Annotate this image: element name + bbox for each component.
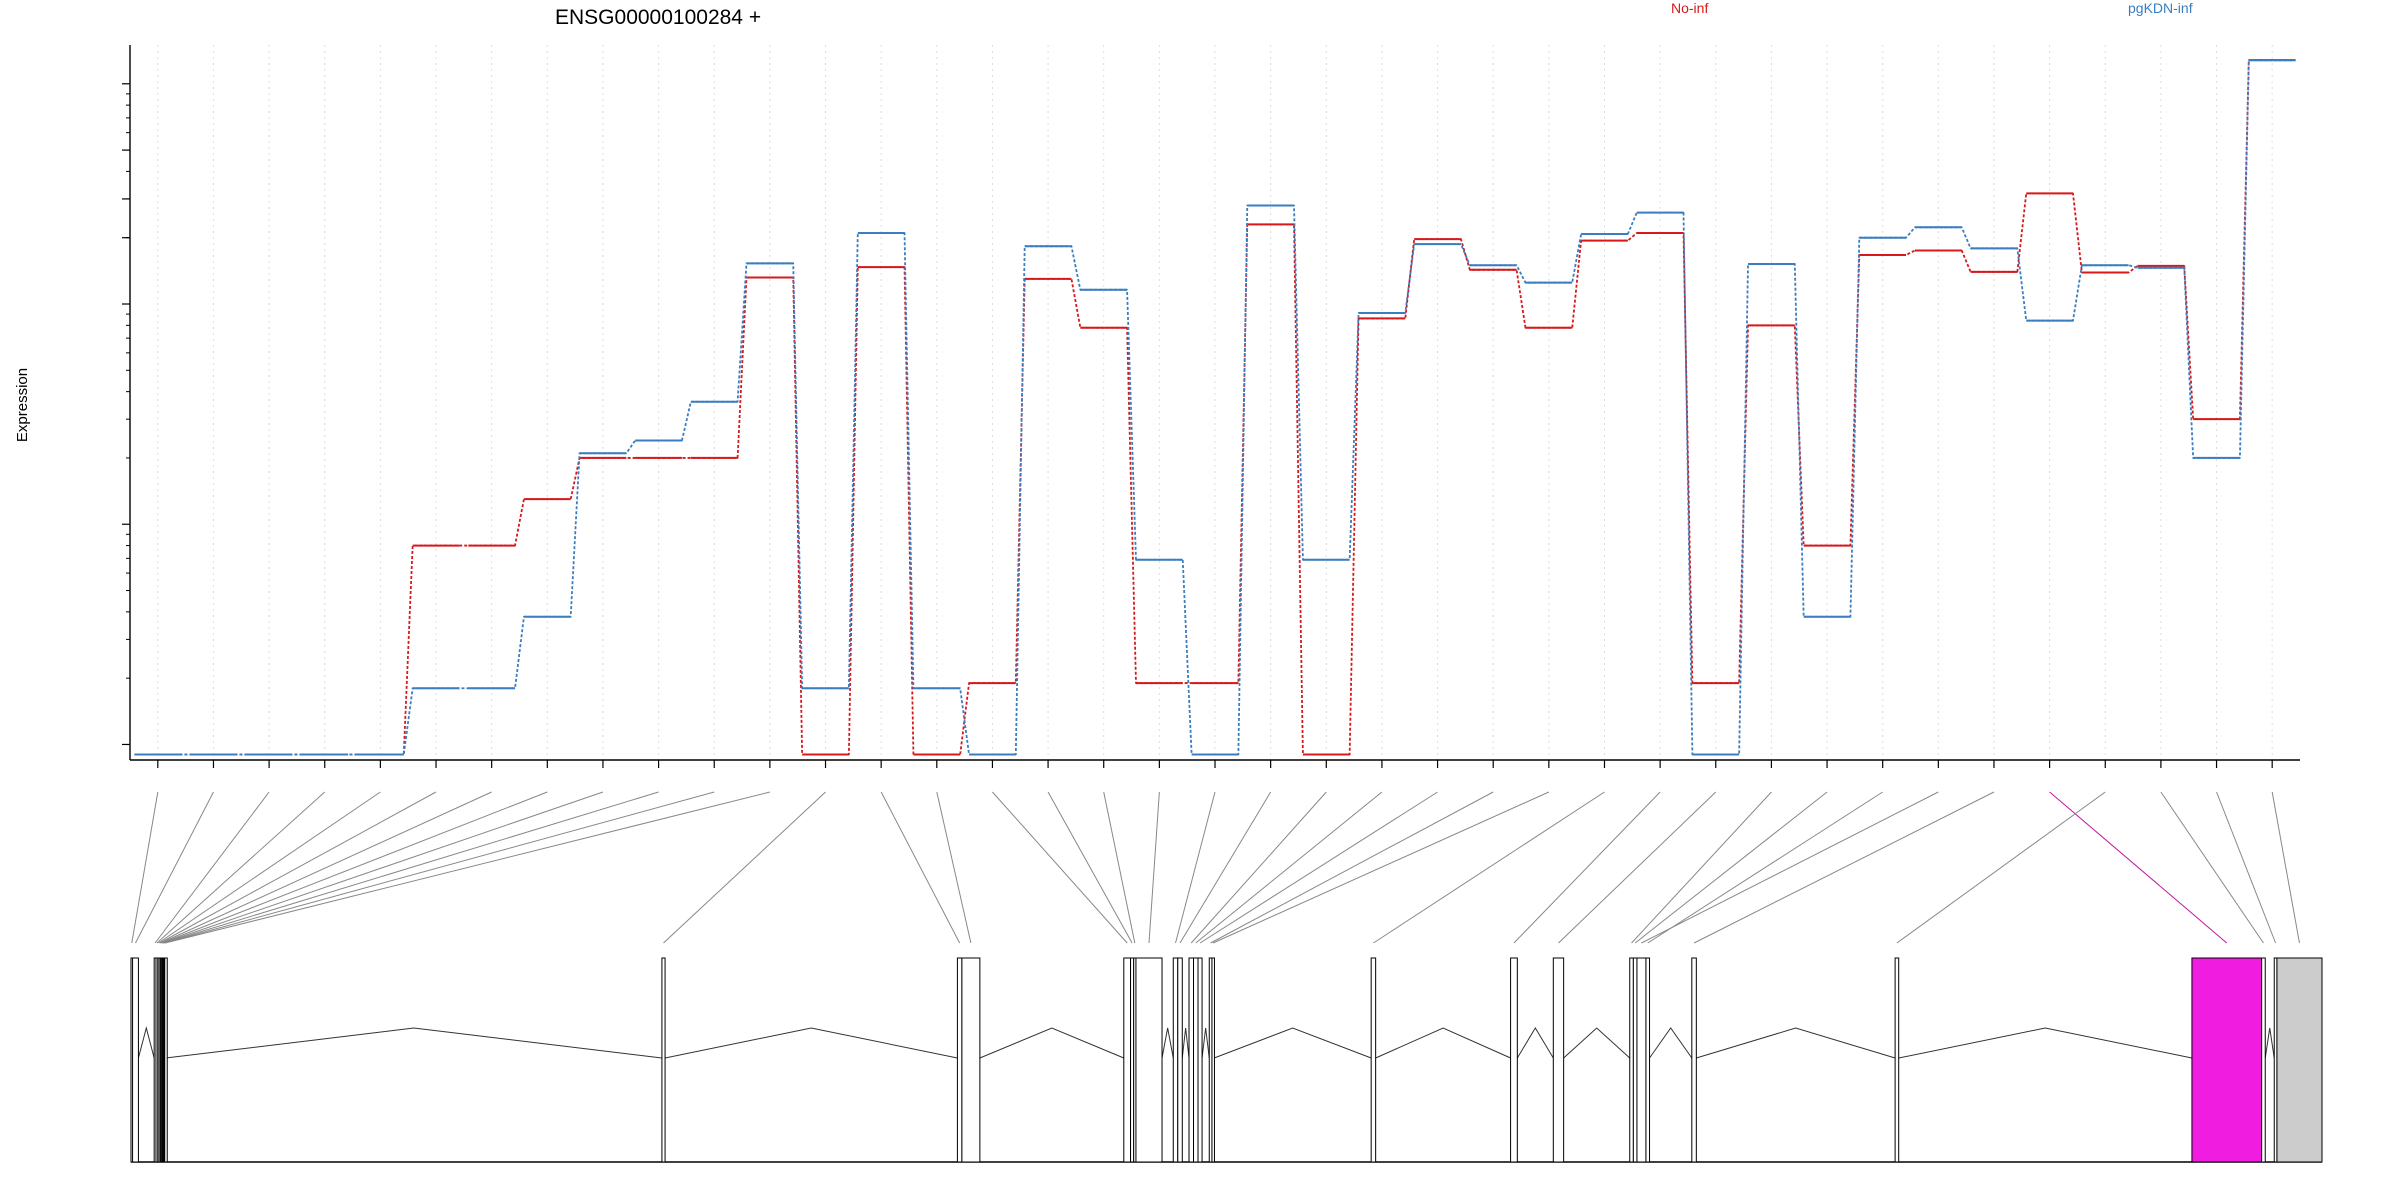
connector-E026 (1212, 791, 1550, 944)
intron-E037-E038 (2264, 1027, 2275, 1059)
intron-E034-E036 (1696, 1027, 1896, 1059)
intron-E026-E027 (1214, 1027, 1372, 1059)
intron-E028-E029 (1516, 1027, 1554, 1059)
connector-E018 (1103, 791, 1136, 944)
connector-E033 (1641, 791, 1939, 944)
connector-E021 (1179, 791, 1272, 944)
connector-E032 (1647, 791, 1883, 944)
connector-E002 (135, 791, 214, 944)
connector-E038 (2216, 791, 2277, 944)
connector-E030 (1631, 791, 1772, 944)
exon-box-E027 (1370, 957, 1377, 1163)
exon-box-E019 (1135, 957, 1163, 1163)
exon-box-E021 (1177, 957, 1183, 1163)
exon-box-E012 (164, 957, 168, 1163)
series-lines (134, 59, 2296, 756)
connector-E028 (1513, 791, 1661, 944)
connector-E012 (165, 791, 770, 944)
exon-box-E037 (2261, 957, 2266, 1163)
connector-E004 (156, 791, 326, 944)
connector-E024 (1199, 791, 1438, 944)
connector-E017 (1047, 791, 1133, 944)
intron-E024-E025 (1201, 1027, 1210, 1059)
connector-E020 (1175, 791, 1216, 944)
connector-E037 (2160, 791, 2264, 944)
exon-box-E022 (1188, 957, 1195, 1163)
exon-box-E013 (661, 957, 666, 1163)
series-line-no-inf (134, 59, 2296, 756)
connector-E003 (154, 791, 270, 944)
intron-E021-E022 (1181, 1027, 1190, 1059)
exon-box-E023 (1193, 957, 1199, 1163)
exon-box-E032 (1645, 957, 1651, 1163)
exon-box-E029 (1552, 957, 1565, 1163)
legend-pgkdn-inf: pgKDN-inf (2128, 0, 2193, 16)
connector-E011 (164, 791, 715, 944)
legend-no-inf: No-inf (1671, 0, 1708, 16)
intron-E027-E028 (1375, 1027, 1511, 1059)
connector-E036 (1896, 791, 2106, 944)
exon-box-E034 (1691, 957, 1697, 1163)
exon-box-E036 (1894, 957, 1900, 1163)
intron-E012-E013 (165, 1027, 662, 1059)
connector-E005 (158, 791, 381, 944)
connector-E015 (936, 791, 972, 944)
intron-E029-E030 (1563, 1027, 1631, 1059)
connector-E029 (1558, 791, 1717, 944)
connector-E013 (663, 791, 826, 944)
connector-E022 (1190, 791, 1327, 944)
exon-box-E002 (132, 957, 139, 1163)
grid-lines (157, 45, 2273, 760)
exon-box-E039 (2276, 957, 2323, 1163)
exon-connectors (131, 791, 2300, 944)
intron-E032-E034 (1649, 1027, 1693, 1059)
exon-box-E026 (1211, 957, 1215, 1163)
intron-E036-E035 (1898, 1027, 2193, 1059)
exon-box-E035 (2191, 957, 2263, 1163)
connector-E027 (1373, 791, 1605, 944)
y-axis-label: Expression (14, 368, 31, 442)
connector-E016 (992, 791, 1128, 944)
intron-E013-E014 (664, 1027, 958, 1059)
connector-E039 (2271, 791, 2300, 944)
exon-box-E024 (1197, 957, 1203, 1163)
connector-E010 (163, 791, 659, 944)
exon-box-E030 (1629, 957, 1634, 1163)
connector-E001 (131, 791, 159, 944)
exon-box-E015 (961, 957, 981, 1163)
gene-model (130, 957, 2323, 1163)
chart-title: ENSG00000100284 + (555, 6, 761, 29)
intron-E002-E003 (137, 1026, 155, 1059)
exon-box-E016 (1123, 957, 1132, 1163)
connector-E031 (1634, 791, 1828, 944)
exon-box-E014 (956, 957, 963, 1163)
connector-E008 (161, 791, 548, 944)
connector-E014 (880, 791, 961, 944)
connector-E019 (1148, 791, 1160, 944)
exon-box-E028 (1510, 957, 1518, 1163)
connector-E007 (160, 791, 492, 944)
connector-E009 (162, 791, 604, 944)
intron-E019-E020 (1161, 1027, 1174, 1059)
connector-E035 (2049, 791, 2228, 944)
connector-E023 (1195, 791, 1383, 944)
exon-box-E031 (1632, 957, 1638, 1163)
connector-E034 (1693, 791, 1995, 944)
intron-E015-E016 (979, 1027, 1124, 1059)
exon-box-E020 (1172, 957, 1179, 1163)
connector-E006 (159, 791, 437, 944)
connector-E025 (1210, 791, 1494, 944)
exon-box-E033 (1636, 957, 1647, 1163)
series-line-pgkdn-inf (134, 59, 2296, 756)
axes (122, 45, 2300, 768)
